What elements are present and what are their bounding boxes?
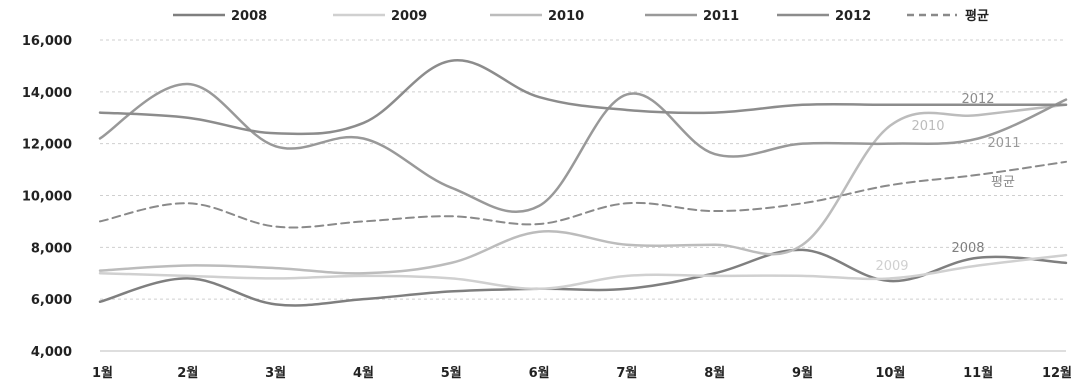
series-label-평균: 평균 [991, 175, 1015, 190]
y-tick-label: 4,000 [31, 345, 72, 360]
x-axis: 1월 2월 3월 4월 5월 6월 7월 8월 9월 10월 11월 12월 [92, 365, 1072, 381]
series-line-2012 [98, 59, 1068, 136]
series-label-2009: 2009 [875, 259, 908, 274]
series-label-2012: 2012 [961, 92, 994, 107]
series-line-2008 [98, 248, 1068, 307]
series-label-2010: 2010 [911, 119, 944, 134]
x-tick-label: 8월 [704, 365, 725, 381]
x-tick-label: 11월 [963, 365, 993, 381]
x-tick-label: 5월 [441, 365, 462, 381]
y-tick-label: 10,000 [22, 190, 72, 205]
legend: 2008 2009 2010 2011 2012 평균 [173, 8, 989, 24]
y-tick-label: 16,000 [22, 34, 72, 49]
legend-label-2011: 2011 [703, 9, 739, 24]
series-line-2011 [98, 82, 1068, 214]
series-label-2011: 2011 [987, 136, 1020, 151]
series-line-평균 [99, 160, 1067, 229]
gridlines [100, 39, 1066, 352]
series-label-2008: 2008 [951, 241, 984, 256]
x-tick-label: 9월 [792, 365, 813, 381]
x-tick-label: 4월 [353, 365, 374, 381]
legend-label-2009: 2009 [391, 9, 427, 24]
y-tick-label: 6,000 [31, 293, 72, 308]
x-tick-label: 7월 [616, 365, 637, 381]
x-tick-label: 1월 [92, 365, 113, 381]
x-tick-label: 10월 [875, 365, 905, 381]
series-line-2009 [98, 253, 1068, 291]
legend-label-2012: 2012 [835, 9, 871, 24]
series-line-2010 [98, 103, 1068, 275]
y-tick-label: 12,000 [22, 138, 72, 153]
y-tick-label: 8,000 [31, 241, 72, 256]
legend-label-2008: 2008 [231, 9, 267, 24]
x-tick-label: 12월 [1042, 365, 1072, 381]
x-tick-label: 3월 [265, 365, 286, 381]
y-tick-label: 14,000 [22, 86, 72, 101]
y-axis: 4,000 6,000 8,000 10,000 12,000 14,000 16,000 [22, 34, 72, 360]
legend-label-2010: 2010 [548, 9, 584, 24]
legend-label-평균: 평균 [965, 8, 989, 24]
series-layer [98, 59, 1068, 307]
series-labels: 2008 2009 2010 2011 2012 평균 [875, 92, 1020, 274]
x-tick-label: 6월 [529, 365, 550, 381]
x-tick-label: 2월 [177, 365, 198, 381]
